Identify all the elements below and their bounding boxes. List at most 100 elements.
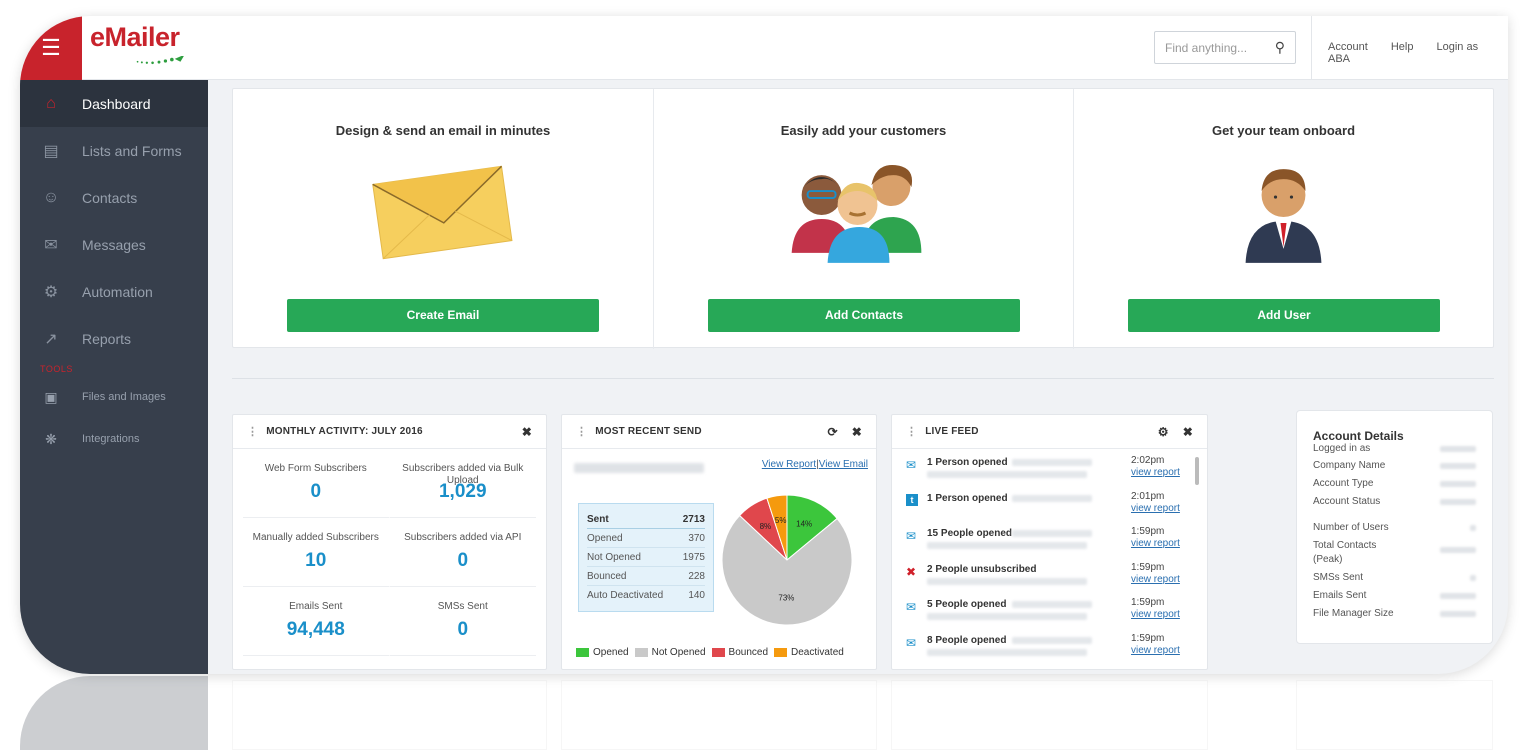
list-item[interactable]: t 1 Person opened 2:01pm view report (892, 485, 1207, 521)
drag-handle-icon[interactable]: ⋮ (247, 426, 259, 438)
sidebar-item-dashboard[interactable]: ⌂ Dashboard (20, 80, 208, 127)
pie-slice-opened[interactable] (786, 494, 838, 562)
gear-icon: ⚙ (43, 283, 59, 301)
view-email-link[interactable]: View Email (818, 459, 868, 470)
account-row: Company Name (1313, 457, 1476, 475)
close-icon[interactable]: ✖ (1182, 424, 1193, 439)
stat-manual-subscribers: Manually added Subscribers 10 (243, 518, 390, 587)
account-row: Total Contacts (Peak) (1313, 537, 1476, 569)
sidebar-item-automation[interactable]: ⚙ Automation (20, 268, 208, 315)
view-report-link[interactable]: View Report (761, 459, 817, 470)
sidebar-item-messages[interactable]: ✉ Messages (20, 221, 208, 268)
redacted-text (1012, 530, 1092, 537)
row-value: 1975 (682, 552, 705, 563)
redacted-value (1470, 525, 1476, 531)
promo-title: Design & send an email in minutes (335, 123, 551, 138)
add-contacts-button[interactable]: Add Contacts (708, 299, 1020, 332)
card-title: MOST RECENT SEND (595, 426, 702, 437)
close-icon[interactable]: ✖ (851, 424, 862, 439)
sidebar-item-reports[interactable]: ↗ Reports (20, 315, 208, 362)
reflection-card (1296, 680, 1493, 750)
redacted-value (1440, 481, 1476, 487)
view-report-link[interactable]: view report (1131, 609, 1180, 620)
pie-slice-deactivated[interactable] (766, 494, 788, 561)
sidebar-item-lists-and-forms[interactable]: ▤ Lists and Forms (20, 127, 208, 174)
create-email-button[interactable]: Create Email (287, 299, 599, 332)
feed-text: 8 People opened (927, 634, 1007, 646)
add-user-button[interactable]: Add User (1128, 299, 1440, 332)
send-header: View Report|View Email (562, 449, 876, 497)
sidebar-item-integrations[interactable]: ❋ Integrations (20, 418, 208, 460)
redacted-text (1012, 601, 1092, 608)
view-report-link[interactable]: view report (1131, 573, 1180, 585)
redacted-text (927, 471, 1087, 478)
time-text: 2:01pm (1131, 490, 1165, 502)
redacted-text (1012, 636, 1092, 644)
live-feed-card: ⋮ LIVE FEED ⚙ ✖ ✉ 1 Person opened 2:02pm… (891, 414, 1208, 670)
row-label: Auto Deactivated (587, 590, 664, 601)
close-icon[interactable]: ✖ (521, 424, 532, 439)
view-report-link[interactable]: view report (1131, 467, 1180, 478)
row-label: Not Opened (587, 552, 641, 563)
list-item[interactable]: ✉ 8 People opened 1:59pm view report (892, 627, 1207, 663)
card-title: Account Details (1313, 429, 1404, 443)
envelope-icon: ✉ (906, 635, 917, 650)
feed-time: 2:01pm view report (1131, 491, 1180, 515)
sidebar-item-files-and-images[interactable]: ▣ Files and Images (20, 376, 208, 418)
stat-value: 94,448 (286, 619, 345, 640)
row-label: SMSs Sent (1313, 572, 1364, 583)
row-label: Total Contacts (Peak) (1313, 540, 1377, 565)
reflection-card (232, 680, 547, 750)
list-item[interactable]: ✉ 1 Person opened 2:02pm view report (892, 449, 1207, 485)
feed-time: 1:59pm view report (1131, 633, 1180, 657)
redacted-text (927, 577, 1087, 585)
drag-handle-icon[interactable]: ⋮ (576, 426, 588, 438)
search-input[interactable]: Find anything... ⚲ (1154, 31, 1296, 64)
login-as-link[interactable]: Login as ABA (1328, 41, 1479, 65)
view-report-link[interactable]: view report (1131, 538, 1180, 549)
stat-label: Manually added Subscribers (252, 532, 379, 543)
twitter-icon: t (906, 493, 918, 506)
row-value: 370 (688, 533, 705, 544)
row-label: Opened (587, 533, 623, 544)
sidebar-item-label: Reports (82, 330, 132, 347)
pie-slice-not-opened[interactable] (721, 514, 853, 626)
list-item[interactable]: ✉ 5 People opened 1:59pm view report (892, 591, 1207, 627)
section-divider (232, 378, 1494, 379)
sidebar-item-label: Lists and Forms (82, 142, 182, 159)
list-item[interactable]: ✉ 15 People opened 1:59pm view report (892, 520, 1207, 556)
app-logo[interactable]: eMailer (90, 22, 184, 65)
drag-handle-icon[interactable]: ⋮ (906, 426, 918, 438)
sidebar-item-contacts[interactable]: ☺ Contacts (20, 174, 208, 221)
chart-icon: ↗ (44, 330, 58, 348)
reflection-decoration (20, 676, 1508, 750)
stat-smss-sent: SMSs Sent 0 (389, 587, 536, 656)
tools-section-label: TOOLS (40, 364, 73, 374)
sidebar: ⌂ Dashboard ▤ Lists and Forms ☺ Contacts… (20, 80, 208, 674)
search-icon[interactable]: ⚲ (1274, 39, 1285, 55)
account-row: Number of Users (1313, 519, 1476, 537)
help-link[interactable]: Help (1390, 41, 1414, 53)
gear-icon[interactable]: ⚙ (1157, 424, 1169, 439)
list-item[interactable]: ✖ 2 People unsubscribed 1:59pm view repor… (892, 556, 1207, 592)
row-label: Number of Users (1313, 522, 1389, 533)
view-report-link[interactable]: view report (1131, 644, 1180, 656)
feed-text: 15 People opened (927, 528, 1013, 539)
account-link[interactable]: Account (1328, 41, 1368, 53)
table-row: Sent 2713 (587, 510, 705, 529)
account-details-card: Account Details Logged in as Company Nam… (1296, 410, 1493, 644)
stat-value: 1,029 (438, 481, 487, 502)
time-text: 2:02pm (1131, 455, 1165, 466)
database-icon: ▤ (43, 142, 59, 160)
pie-label: 8% (760, 522, 772, 531)
feed-scrollbar[interactable] (1195, 457, 1199, 485)
view-report-link[interactable]: view report (1131, 502, 1180, 514)
account-row: Account Type (1313, 475, 1476, 493)
stat-value: 10 (305, 550, 327, 571)
top-links: Account Help Login as ABA (1328, 41, 1508, 65)
table-row: Bounced 228 (587, 567, 705, 586)
refresh-icon[interactable]: ⟳ (827, 424, 838, 439)
hamburger-icon[interactable]: ☰ (20, 16, 82, 88)
row-label: Company Name (1313, 460, 1386, 471)
sidebar-item-label: Files and Images (82, 391, 166, 403)
